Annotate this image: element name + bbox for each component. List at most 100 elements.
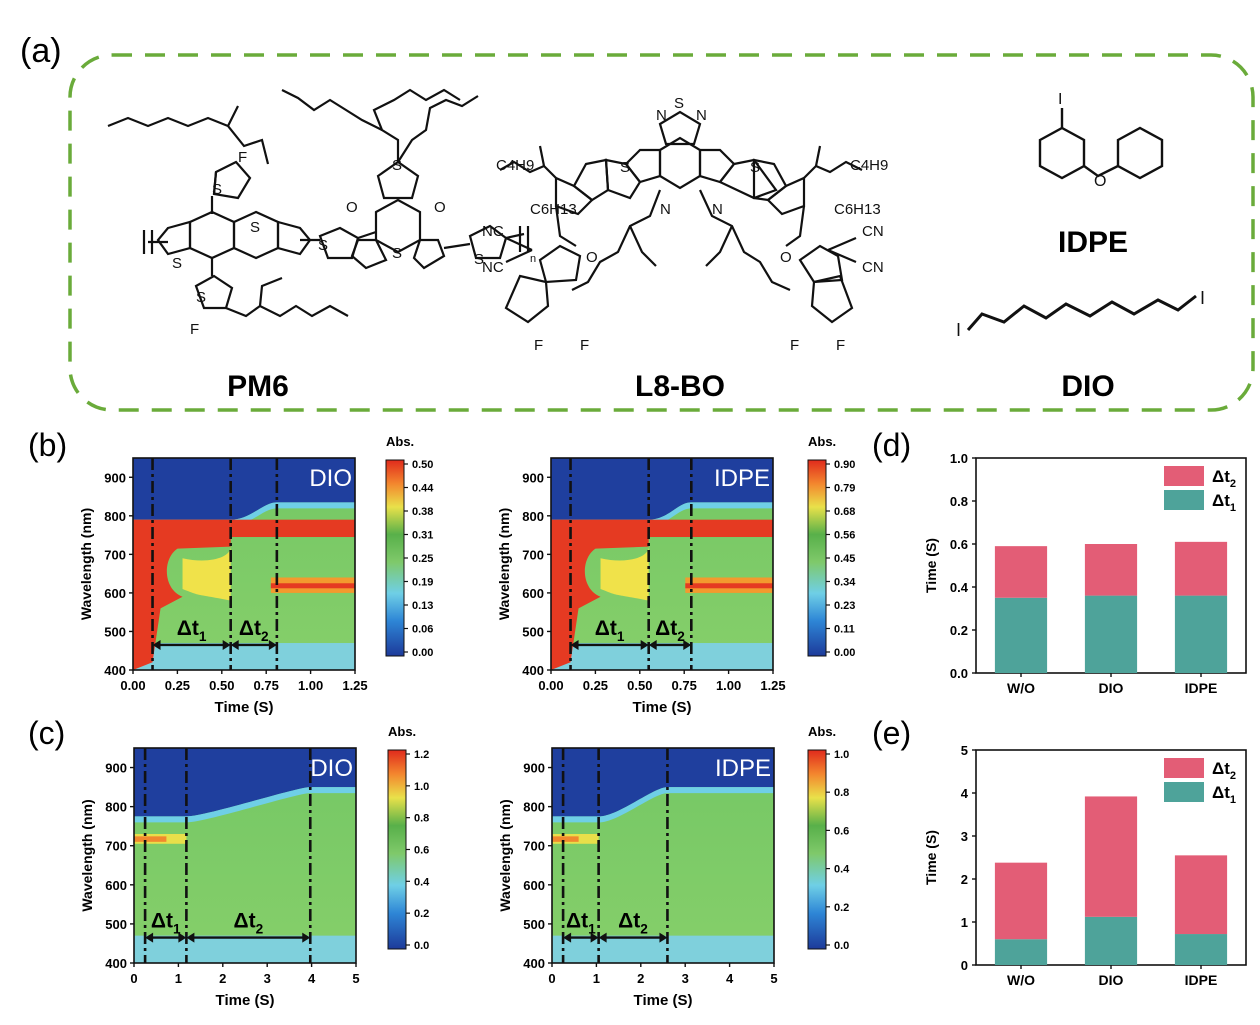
y-tick-label: 500 bbox=[104, 624, 126, 639]
category-label: DIO bbox=[1099, 680, 1124, 696]
molecule-name-pm6: PM6 bbox=[227, 370, 289, 403]
y-tick-label: 400 bbox=[522, 663, 544, 678]
blank-region bbox=[552, 748, 774, 817]
y-tick-label: 400 bbox=[523, 956, 545, 971]
heatmap-image bbox=[133, 458, 355, 670]
colorbar-tick-label: 0.45 bbox=[834, 553, 855, 565]
category-label: W/O bbox=[1007, 972, 1035, 988]
plot-frame bbox=[551, 747, 775, 964]
idpe-structure bbox=[1038, 108, 1164, 180]
panel-label-a: (a) bbox=[20, 32, 62, 70]
colorbar-tick-label: 0.11 bbox=[834, 624, 855, 636]
edge-band bbox=[552, 787, 774, 823]
svg-text:S: S bbox=[750, 159, 760, 176]
colorbar-tick-label: 0.90 bbox=[834, 459, 855, 471]
svg-text:F: F bbox=[580, 337, 589, 354]
interval-label-0: Δt1 bbox=[566, 910, 596, 937]
category-label: IDPE bbox=[1185, 972, 1218, 988]
colorbar-title: Abs. bbox=[808, 434, 836, 449]
y-tick-label: 4 bbox=[961, 786, 969, 801]
plot-frame bbox=[133, 747, 357, 964]
svg-text:CN: CN bbox=[862, 259, 884, 276]
heatmap-image bbox=[134, 748, 356, 963]
category-label: IDPE bbox=[1185, 680, 1218, 696]
x-axis-label: Time (S) bbox=[216, 992, 275, 1009]
molecule-name-dio: DIO bbox=[1061, 370, 1114, 403]
svg-text:CN: CN bbox=[862, 223, 884, 240]
bar-Δt1-DIO bbox=[1084, 595, 1138, 673]
y-axis-label: Wavelength (nm) bbox=[78, 508, 94, 620]
y-tick-label: 500 bbox=[523, 917, 545, 932]
y-tick-label: 3 bbox=[961, 829, 968, 844]
x-tick-label: 0 bbox=[130, 971, 137, 986]
colorbar-tick-label: 0.00 bbox=[412, 647, 433, 659]
svg-text:N: N bbox=[712, 201, 723, 218]
svg-text:S: S bbox=[674, 95, 684, 112]
svg-text:S: S bbox=[172, 255, 182, 272]
y-tick-label: 800 bbox=[522, 509, 544, 524]
y-tick-label: 600 bbox=[105, 878, 127, 893]
x-tick-label: 0 bbox=[548, 971, 555, 986]
y-tick-label: 5 bbox=[961, 743, 968, 758]
colorbar-tick-label: 0.44 bbox=[412, 483, 434, 495]
svg-text:I: I bbox=[1058, 91, 1062, 108]
y-tick-label: 800 bbox=[523, 800, 545, 815]
x-tick-label: 1 bbox=[175, 971, 182, 986]
l8bo-atoms: N S N C4H9 C6H13 S S N N NC NC O F F C4H… bbox=[482, 95, 888, 354]
baseline-strip bbox=[134, 935, 356, 963]
x-tick-label: 1.00 bbox=[298, 678, 323, 693]
x-tick-label: 0.50 bbox=[627, 678, 652, 693]
colorbar-tick-label: 0.0 bbox=[414, 940, 429, 952]
idpe-atoms: I O bbox=[1058, 91, 1106, 190]
x-tick-label: 0.75 bbox=[672, 678, 697, 693]
colorbar-tick-label: 0.6 bbox=[834, 825, 849, 837]
svg-text:NC: NC bbox=[482, 223, 504, 240]
y-tick-label: 600 bbox=[522, 586, 544, 601]
y-tick-label: 400 bbox=[105, 956, 127, 971]
y-tick-label: 700 bbox=[105, 839, 127, 854]
colorbar-tick-label: 0.38 bbox=[412, 506, 433, 518]
svg-text:S: S bbox=[250, 219, 260, 236]
l8bo-structure bbox=[499, 110, 863, 324]
bar-Δt1-W/O bbox=[994, 939, 1048, 965]
y-tick-label: 800 bbox=[105, 800, 127, 815]
colorbar-tick-label: 1.0 bbox=[414, 781, 429, 793]
svg-text:O: O bbox=[434, 199, 446, 216]
x-tick-label: 0.00 bbox=[538, 678, 563, 693]
svg-text:C6H13: C6H13 bbox=[530, 201, 577, 218]
bar-Δt2-IDPE bbox=[1174, 541, 1228, 596]
x-tick-label: 0.50 bbox=[209, 678, 234, 693]
colorbar-tick-label: 0.4 bbox=[414, 876, 430, 888]
svg-text:I: I bbox=[1200, 288, 1205, 308]
svg-text:F: F bbox=[790, 337, 799, 354]
colorbar-title: Abs. bbox=[386, 434, 414, 449]
colorbar-tick-label: 0.19 bbox=[412, 577, 433, 589]
x-axis-label: Time (S) bbox=[215, 699, 274, 716]
y-tick-label: 900 bbox=[105, 761, 127, 776]
x-tick-label: 4 bbox=[308, 971, 316, 986]
x-tick-label: 0.75 bbox=[254, 678, 279, 693]
colorbar-tick-label: 0.50 bbox=[412, 459, 433, 471]
dio-structure bbox=[966, 294, 1197, 331]
y-axis-label: Time (S) bbox=[923, 538, 939, 593]
interval-label-1: Δt2 bbox=[655, 617, 685, 644]
legend-swatch-Δt2 bbox=[1164, 466, 1204, 486]
x-tick-label: 2 bbox=[219, 971, 226, 986]
transition-band bbox=[182, 546, 231, 601]
solution-region bbox=[133, 519, 231, 670]
svg-text:C4H9: C4H9 bbox=[850, 157, 888, 174]
y-axis-label: Time (S) bbox=[923, 830, 939, 885]
y-axis-label: Wavelength (nm) bbox=[497, 799, 513, 911]
bar-Δt1-DIO bbox=[1084, 916, 1138, 965]
svg-text:I: I bbox=[956, 320, 961, 340]
panel-a: (a) bbox=[20, 32, 1255, 412]
svg-text:NC: NC bbox=[482, 259, 504, 276]
film-peak-band bbox=[648, 519, 773, 538]
dio-atoms: I I bbox=[956, 288, 1205, 340]
solution-peak bbox=[134, 836, 167, 842]
svg-text:S: S bbox=[392, 245, 402, 262]
svg-text:S: S bbox=[318, 237, 328, 254]
colorbar-tick-label: 0.8 bbox=[834, 787, 849, 799]
bar-Δt2-W/O bbox=[994, 862, 1048, 940]
additive-tag: DIO bbox=[309, 465, 352, 492]
